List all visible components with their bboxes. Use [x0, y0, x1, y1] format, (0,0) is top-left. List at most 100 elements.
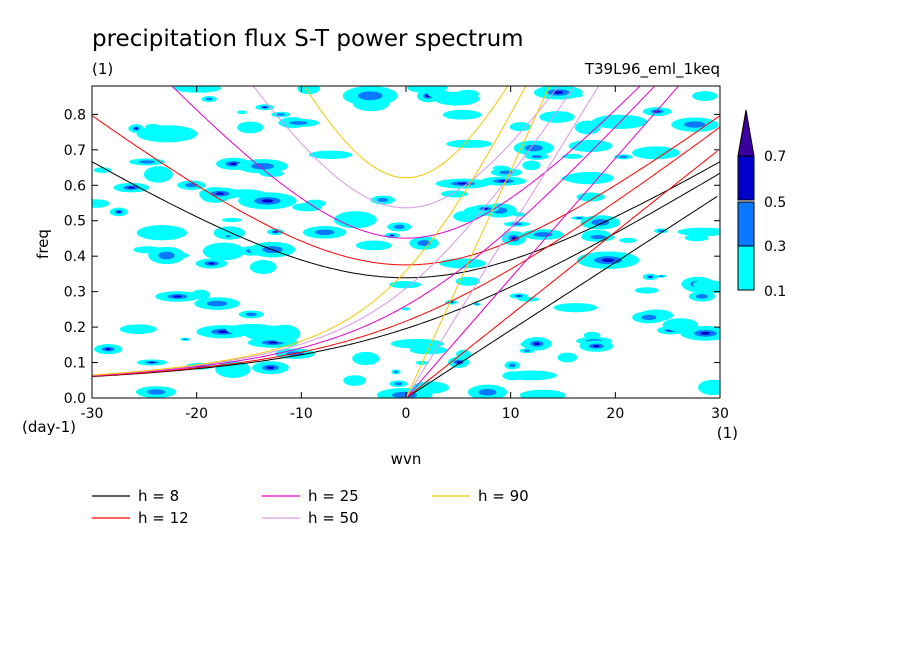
legend-label: h = 25	[308, 487, 359, 505]
dispersion-curves	[92, 86, 720, 398]
power-cell	[213, 226, 246, 240]
power-cell	[237, 110, 247, 115]
power-cell	[684, 121, 706, 128]
y-tick-label: 0.2	[64, 320, 86, 336]
power-cell	[562, 153, 583, 159]
power-cell	[352, 217, 363, 222]
power-cell	[450, 301, 453, 303]
power-cell	[648, 276, 652, 278]
x-axis-label: wvn	[391, 450, 422, 468]
power-cell	[206, 300, 228, 307]
colorbar: 0.7 0.5 0.3 0.1	[737, 109, 786, 300]
power-cell	[172, 295, 182, 298]
y-tick-label: 0.4	[64, 249, 86, 265]
y-tick-label: 0.3	[64, 285, 86, 301]
dispersion-curve	[92, 126, 720, 377]
colorbar-arrow	[737, 109, 755, 157]
power-field	[92, 86, 720, 398]
power-cell	[314, 229, 335, 236]
power-cell	[539, 111, 575, 123]
power-cell	[245, 312, 257, 317]
power-cell	[698, 379, 720, 396]
x-tick-label: 10	[502, 406, 520, 422]
x-tick-label: -20	[185, 406, 208, 422]
power-cell	[592, 345, 600, 348]
power-cell	[127, 186, 135, 189]
power-cell	[519, 389, 566, 398]
power-cell	[696, 294, 708, 299]
power-cell	[390, 234, 394, 236]
legend-label: h = 90	[478, 487, 529, 505]
power-cell	[249, 260, 277, 275]
power-cell	[453, 210, 480, 222]
power-cell	[273, 231, 278, 233]
power-cell	[262, 106, 267, 108]
power-cell	[591, 219, 610, 226]
power-cell	[208, 262, 215, 265]
power-cell	[182, 338, 188, 341]
power-cell	[508, 363, 516, 368]
legend-label: h = 8	[138, 487, 179, 505]
colorbar-segment	[737, 245, 755, 291]
dispersion-curve	[252, 86, 560, 209]
power-cell	[524, 144, 543, 152]
power-cell	[457, 182, 469, 185]
power-cell	[658, 275, 664, 277]
power-cell	[577, 217, 581, 219]
power-cell	[522, 160, 541, 171]
power-cell	[133, 246, 163, 254]
colorbar-label: 0.1	[764, 284, 786, 300]
power-cell	[205, 97, 213, 101]
power-cell	[662, 318, 699, 332]
power-cell	[276, 113, 286, 116]
dispersion-curve	[92, 161, 720, 279]
power-cell	[292, 202, 323, 212]
power-cell	[392, 391, 418, 398]
power-cell	[456, 89, 480, 99]
dispersion-curve	[92, 172, 720, 378]
power-cell	[692, 91, 718, 101]
power-cell	[446, 139, 493, 148]
power-cell	[229, 162, 237, 166]
legend-label: h = 12	[138, 509, 189, 527]
y-tick-label: 0.7	[64, 143, 86, 159]
power-cell	[478, 388, 497, 396]
power-cell	[553, 91, 564, 94]
power-cell	[427, 90, 452, 99]
power-cell	[641, 314, 657, 321]
power-cell	[411, 381, 450, 394]
dispersion-curve	[405, 86, 680, 398]
power-cell	[634, 287, 659, 294]
chart-title: precipitation flux S-T power spectrum	[92, 26, 524, 52]
power-cell	[215, 361, 251, 378]
power-cell	[221, 217, 242, 223]
power-cell	[138, 160, 155, 164]
y-tick-label: 0.1	[64, 356, 86, 372]
y-tick-label: 0.0	[64, 391, 86, 407]
power-cell	[250, 163, 274, 170]
dispersion-curve	[92, 86, 576, 376]
power-cell	[442, 109, 482, 120]
power-cell	[389, 281, 422, 289]
power-cell	[590, 234, 606, 240]
power-cell	[504, 370, 558, 381]
power-cell	[677, 227, 720, 237]
power-cell	[632, 146, 680, 160]
power-cell	[105, 348, 112, 351]
colorbar-segment	[737, 201, 755, 247]
y-tick-label: 0.5	[64, 214, 86, 230]
power-cell	[455, 276, 481, 286]
x-tick-label: -10	[290, 406, 313, 422]
power-cell	[297, 86, 320, 95]
power-cell	[394, 382, 403, 386]
power-cell	[516, 295, 521, 297]
power-cell	[393, 370, 399, 373]
power-cell	[619, 237, 637, 243]
dispersion-curve	[171, 86, 641, 239]
power-cell	[692, 279, 720, 290]
x-unit-label: (1)	[717, 424, 738, 442]
power-cell	[136, 125, 198, 143]
subtitle-unit: (1)	[92, 60, 113, 78]
power-cell	[475, 303, 479, 305]
power-cell	[173, 86, 222, 93]
